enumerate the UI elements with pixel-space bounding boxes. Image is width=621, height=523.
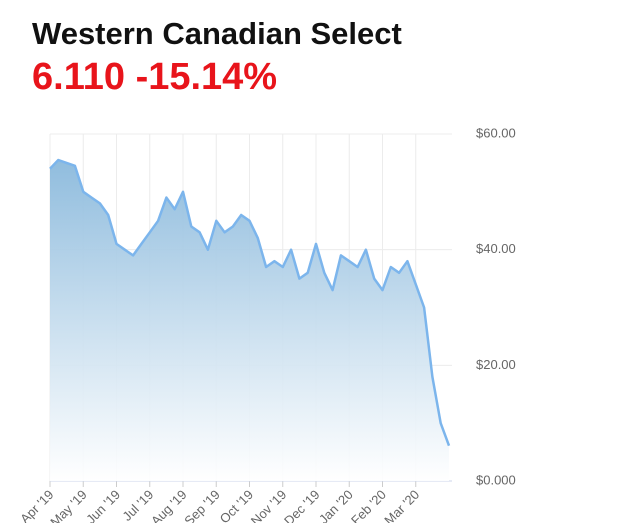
y-tick-label: $20.00: [476, 357, 516, 372]
change: -15.14%: [135, 56, 278, 98]
y-tick-label: $60.00: [476, 125, 516, 140]
quote: 6.110 -15.14%: [32, 56, 277, 99]
chart-title: Western Canadian Select: [32, 16, 402, 51]
y-tick-label: $40.00: [476, 241, 516, 256]
x-tick-label: Jun '19: [83, 487, 123, 523]
line: [49, 158, 451, 447]
x-tick-label: Sep '19: [181, 487, 222, 523]
x-tick-label: Mar '20: [381, 487, 422, 523]
price: 6.110: [32, 56, 125, 98]
y-tick-label: $0.000: [476, 472, 516, 487]
area: [50, 160, 449, 481]
